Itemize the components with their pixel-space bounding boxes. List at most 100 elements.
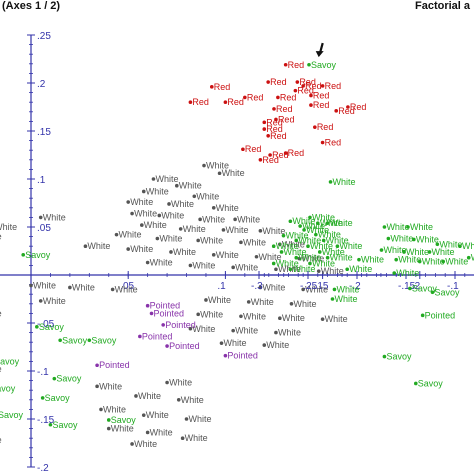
right-point-white xyxy=(316,221,320,225)
left-point-label: Red xyxy=(305,81,322,91)
left-point-label: White xyxy=(200,309,223,319)
left-point-label: Red xyxy=(313,100,330,110)
right-point-label: Savoy xyxy=(434,287,460,297)
left-point-savoy xyxy=(52,376,57,381)
right-point-label: Savoy xyxy=(386,352,412,362)
left-point-label: Pointed xyxy=(142,331,173,341)
left-point-white xyxy=(198,217,202,222)
left-point-savoy xyxy=(106,418,111,422)
left-point-red xyxy=(283,62,288,67)
left-point-white xyxy=(289,302,294,306)
left-point-label: Red xyxy=(325,138,342,148)
left-point-label: White xyxy=(282,313,305,323)
right-point-white xyxy=(392,271,397,275)
left-point-white xyxy=(258,285,263,290)
left-point-white xyxy=(106,426,111,431)
left-point-label: Savoy xyxy=(0,410,24,420)
left-point-label: White xyxy=(181,395,204,405)
left-point-label: White xyxy=(202,214,225,224)
left-point-label: Red xyxy=(214,82,231,92)
right-point-label: White xyxy=(286,231,309,241)
left-point-label: White xyxy=(179,181,202,191)
right-point-label: White xyxy=(445,257,468,267)
left-point-label: Pointed xyxy=(154,308,185,318)
right-point-label: White xyxy=(416,234,439,244)
left-point-white xyxy=(202,163,206,168)
right-point-label: White xyxy=(302,221,325,231)
right-point-label: Savoy xyxy=(412,283,438,293)
right-point-label: White xyxy=(471,253,474,263)
left-point-label: White xyxy=(325,314,348,324)
right-point-label: White xyxy=(326,235,349,245)
left-point-white xyxy=(110,287,115,292)
right-point-white xyxy=(345,267,350,272)
left-point-white xyxy=(320,317,325,321)
left-point-red xyxy=(309,103,313,107)
left-point-red xyxy=(283,151,288,155)
left-point-label: White xyxy=(196,191,219,201)
left-point-label: Pointed xyxy=(165,320,196,330)
left-point-white xyxy=(29,283,33,288)
left-point-white xyxy=(219,341,224,345)
right-point-label: White xyxy=(312,212,335,222)
right-x-tick-label: -.1 xyxy=(447,281,459,292)
left-point-white xyxy=(130,211,134,216)
left-point-label: Red xyxy=(278,114,295,124)
left-point-red xyxy=(334,109,339,113)
right-point-label: White xyxy=(292,264,315,274)
right-point-white xyxy=(281,233,286,238)
right-point-label: White xyxy=(322,247,345,257)
right-point-label: White xyxy=(406,247,429,257)
right-point-white xyxy=(325,221,330,225)
left-point-pointed xyxy=(165,344,169,348)
right-point-label: White xyxy=(386,222,409,232)
left-point-label: White xyxy=(183,224,206,234)
left-point-white xyxy=(38,299,43,303)
right-point-label: White xyxy=(276,258,299,268)
right-point-label: White xyxy=(398,255,421,265)
right-x-tick-label: -.25 xyxy=(300,281,318,292)
right-point-white xyxy=(294,255,299,260)
right-point-white xyxy=(306,244,310,248)
left-point-label: White xyxy=(150,258,173,268)
right-point-white xyxy=(314,232,318,237)
left-point-white xyxy=(221,228,226,232)
left-point-label: White xyxy=(243,237,266,247)
left-point-label: White xyxy=(251,297,274,307)
left-point-red xyxy=(241,147,245,152)
left-point-red xyxy=(320,84,325,88)
left-point-white xyxy=(165,380,169,385)
right-point-white xyxy=(325,255,330,260)
left-point-red xyxy=(272,107,276,111)
left-point-label: White xyxy=(103,404,126,414)
left-y-tick-label: -.05 xyxy=(37,319,55,330)
left-point-label: White xyxy=(43,296,66,306)
left-y-tick-label: -.2 xyxy=(37,463,49,474)
left-y-tick-label: .1 xyxy=(37,175,46,186)
left-point-label: Red xyxy=(266,124,283,134)
left-point-white xyxy=(126,200,130,204)
left-point-label: Savoy xyxy=(91,335,117,345)
left-point-white xyxy=(38,215,43,220)
left-point-label: Red xyxy=(272,150,289,160)
left-point-label: White xyxy=(0,435,2,445)
left-point-white xyxy=(114,232,119,237)
left-point-label: Red xyxy=(338,106,355,116)
left-x-tick-label: .15 xyxy=(315,281,329,292)
right-point-white xyxy=(417,259,422,264)
right-point-white xyxy=(441,259,446,264)
left-point-savoy xyxy=(307,62,311,67)
left-point-label: White xyxy=(262,226,285,236)
left-point-label: White xyxy=(169,378,192,388)
left-point-label: Pointed xyxy=(169,341,200,351)
left-point-white xyxy=(211,206,216,210)
left-point-white xyxy=(217,171,222,176)
left-point-label: White xyxy=(161,210,184,220)
right-point-label: White xyxy=(306,225,329,235)
left-point-label: White xyxy=(266,340,289,350)
left-point-white xyxy=(274,330,278,335)
right-point-white xyxy=(271,244,276,248)
left-point-white xyxy=(151,177,156,181)
left-point-white xyxy=(178,227,183,231)
